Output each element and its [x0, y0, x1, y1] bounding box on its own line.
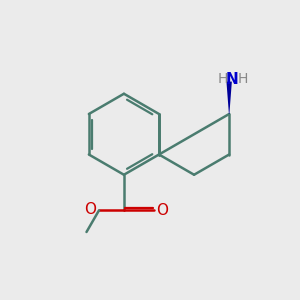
- Polygon shape: [226, 82, 232, 114]
- Text: O: O: [85, 202, 97, 217]
- Text: N: N: [226, 72, 239, 87]
- Text: O: O: [157, 203, 169, 218]
- Text: H: H: [238, 72, 248, 86]
- Text: H: H: [218, 72, 228, 86]
